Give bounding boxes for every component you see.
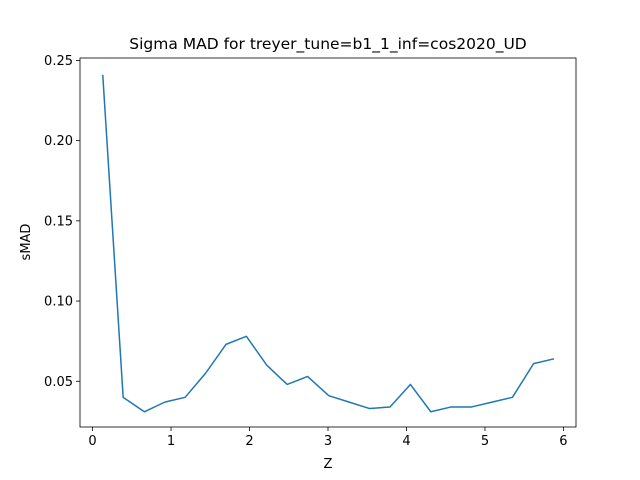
y-tick-label: 0.05 xyxy=(44,375,73,390)
x-tick-label: 1 xyxy=(167,434,175,449)
y-tick-label: 0.10 xyxy=(44,295,73,310)
x-tick-label: 5 xyxy=(481,434,489,449)
y-axis: 0.05 0.10 0.15 0.20 0.25 xyxy=(44,54,80,390)
chart-title: Sigma MAD for treyer_tune=b1_1_inf=cos20… xyxy=(129,35,527,54)
x-tick-label: 4 xyxy=(402,434,410,449)
x-axis: 0 1 2 3 4 5 6 xyxy=(88,427,568,449)
x-tick-label: 0 xyxy=(88,434,96,449)
x-tick-label: 3 xyxy=(324,434,332,449)
y-tick-label: 0.15 xyxy=(44,214,73,229)
y-axis-label: sMAD xyxy=(19,224,34,261)
y-tick-label: 0.25 xyxy=(44,54,73,69)
x-tick-label: 6 xyxy=(559,434,567,449)
x-tick-label: 2 xyxy=(245,434,253,449)
y-tick-label: 0.20 xyxy=(44,134,73,149)
x-axis-label: Z xyxy=(324,457,333,472)
series-line xyxy=(102,74,555,413)
